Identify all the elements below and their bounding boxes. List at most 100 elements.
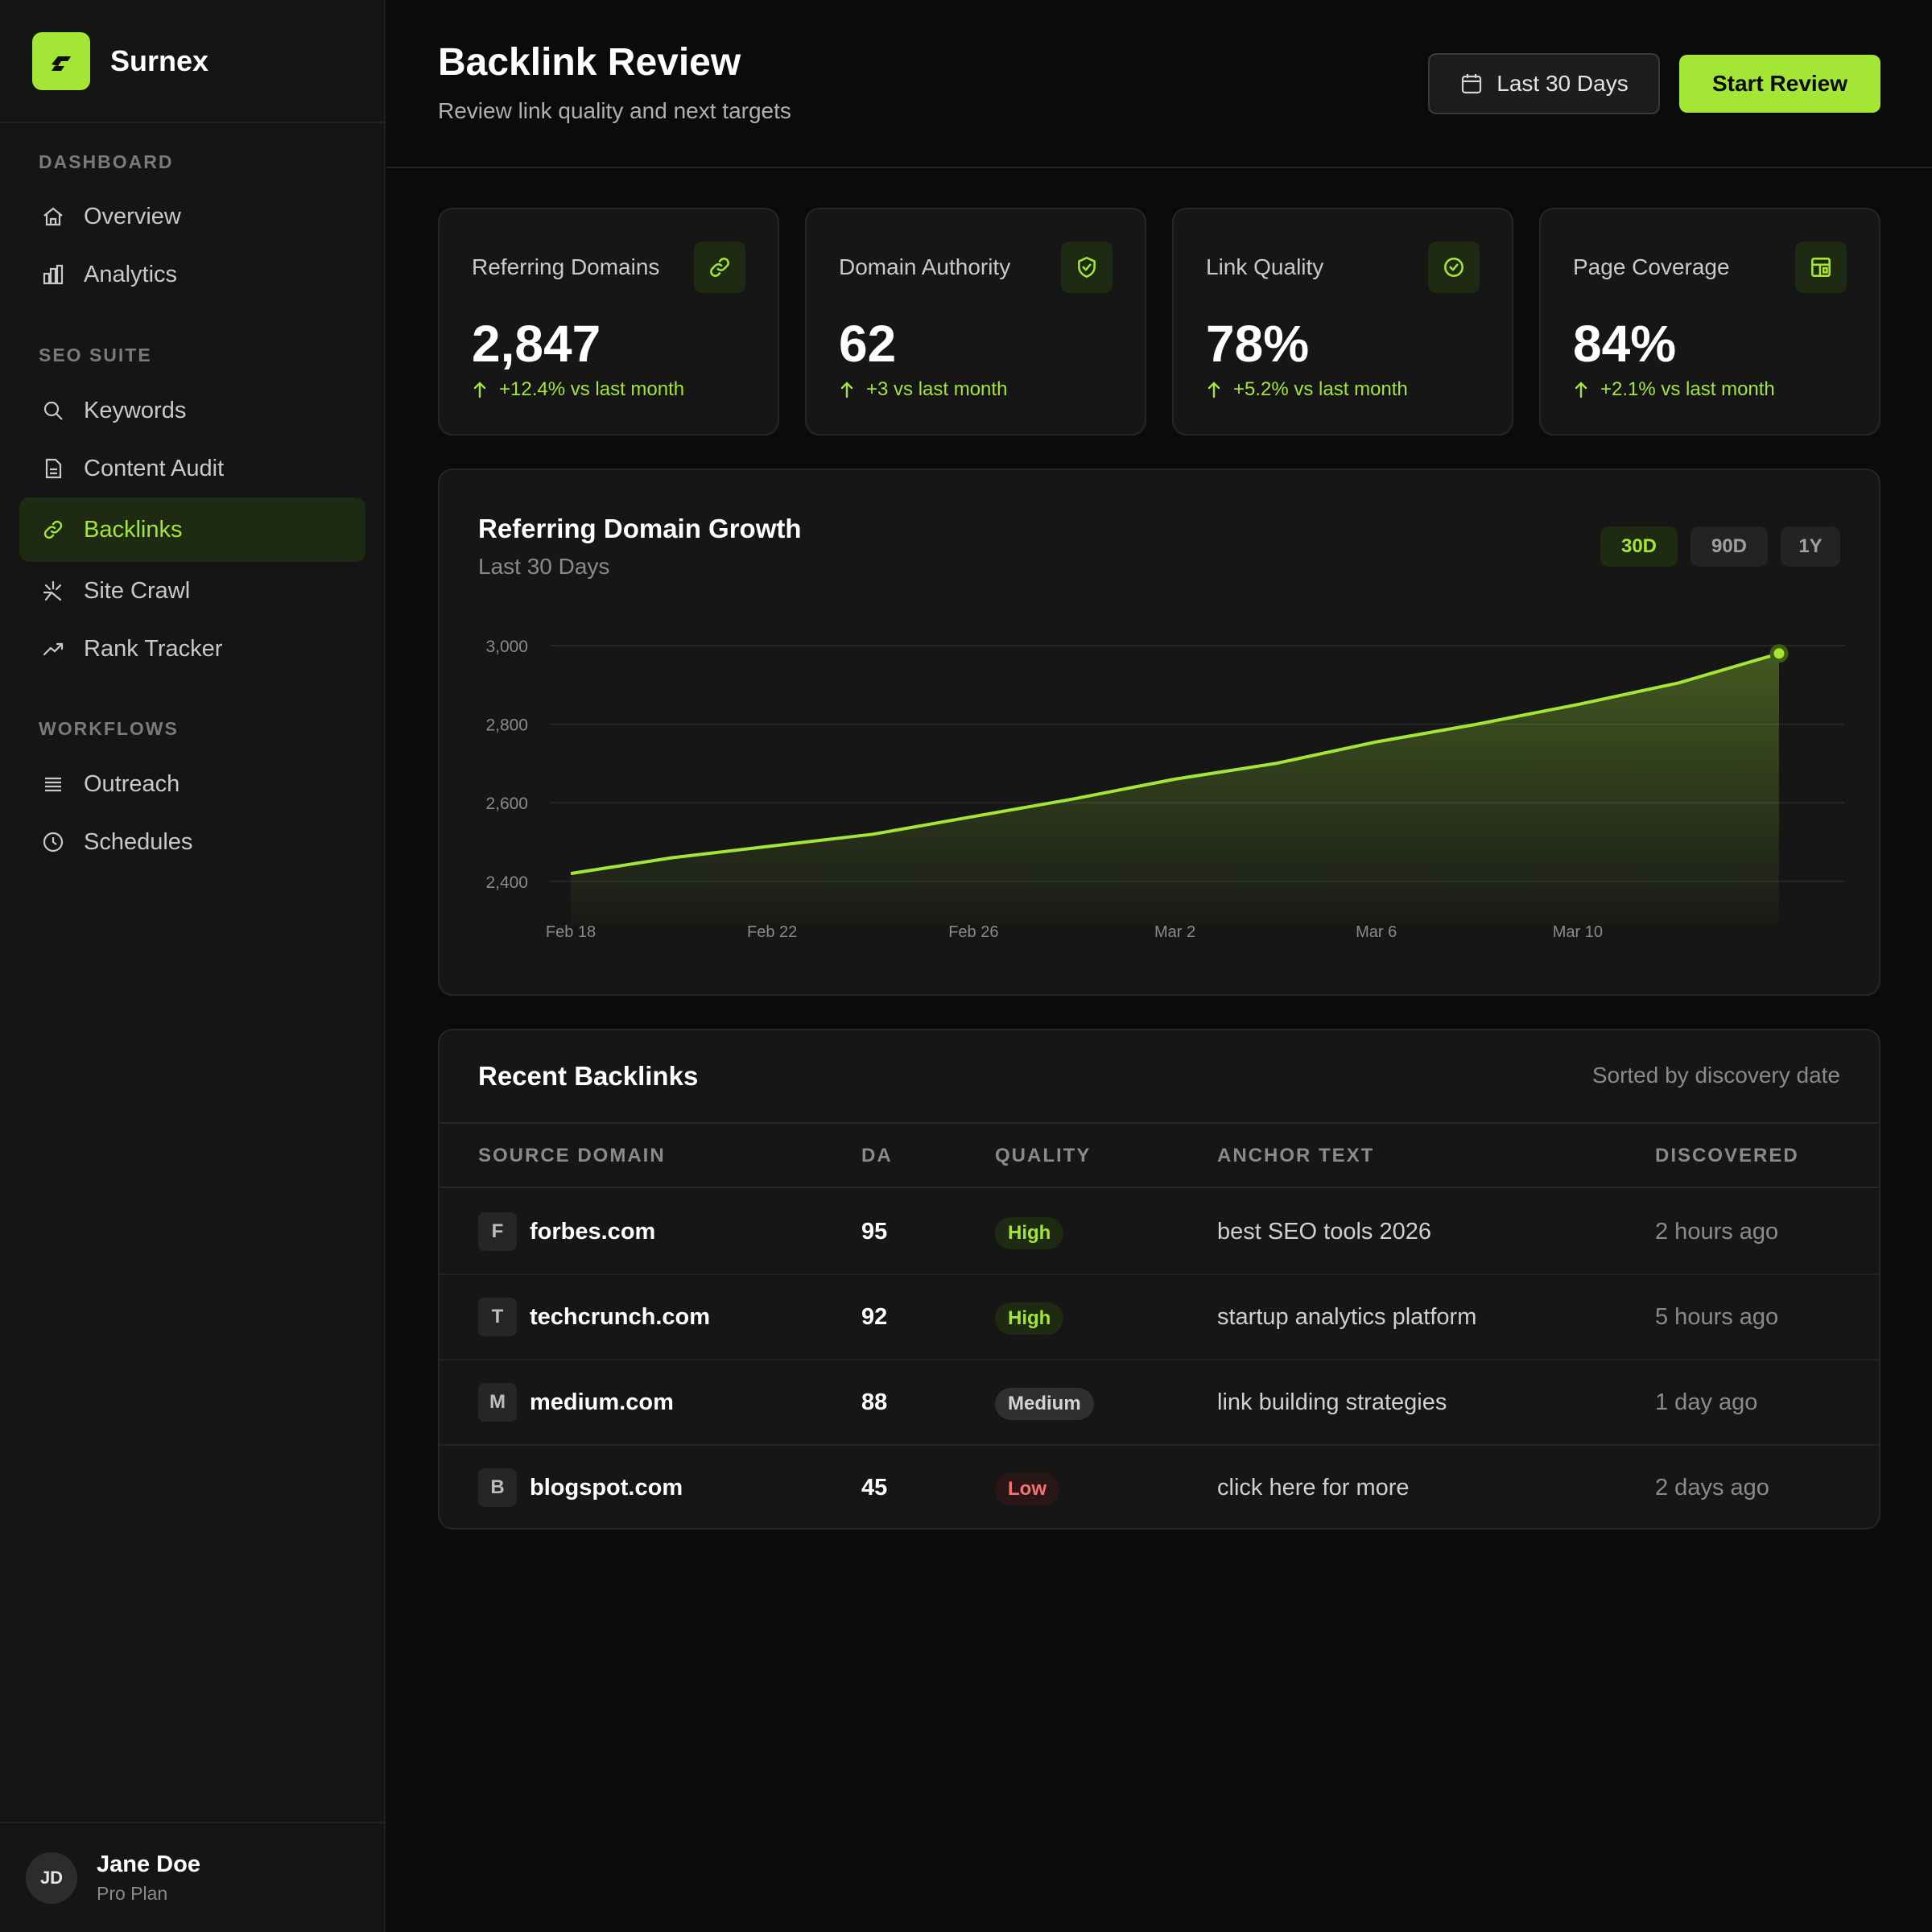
stat-card-domain-authority: Domain Authority 62 +3 vs last month <box>805 208 1146 436</box>
arrow-up-icon <box>1206 381 1222 398</box>
sidebar-item-label: Analytics <box>84 261 178 287</box>
series-area <box>571 653 1779 925</box>
y-tick-label: 2,800 <box>485 716 528 735</box>
da-cell: 45 <box>861 1474 888 1501</box>
arrow-up-icon <box>839 381 855 398</box>
page-header: Backlink Review Review link quality and … <box>386 0 1932 168</box>
brand-name: Surnex <box>110 43 209 77</box>
domain-name[interactable]: medium.com <box>530 1389 674 1415</box>
x-tick-label: Mar 10 <box>1553 923 1603 941</box>
layout-icon <box>1795 242 1847 293</box>
da-cell: 88 <box>861 1389 888 1415</box>
column-header-quality[interactable]: QUALITY <box>995 1145 1092 1166</box>
logo-icon <box>32 31 90 90</box>
brand: Surnex <box>0 0 384 123</box>
domain-name[interactable]: blogspot.com <box>530 1474 683 1501</box>
quality-badge: High <box>995 1217 1064 1249</box>
range-90d-button[interactable]: 90D <box>1690 526 1768 567</box>
column-header-anchor-text[interactable]: ANCHOR TEXT <box>1217 1145 1375 1166</box>
discovered-cell: 2 days ago <box>1655 1474 1769 1501</box>
stat-card-page-coverage: Page Coverage 84% +2.1% vs last month <box>1539 208 1880 436</box>
shield-icon <box>1061 242 1113 293</box>
anchor-text-cell: best SEO tools 2026 <box>1217 1218 1431 1245</box>
sidebar-item-label: Keywords <box>84 397 187 423</box>
home-icon <box>39 202 68 231</box>
column-header-discovered[interactable]: DISCOVERED <box>1655 1145 1799 1166</box>
quality-cell: High <box>995 1275 1064 1359</box>
chart-title: Referring Domain Growth <box>478 514 802 543</box>
page-title: Backlink Review <box>438 41 741 84</box>
arrow-up-icon <box>472 381 488 398</box>
x-tick-label: Feb 22 <box>747 923 797 941</box>
date-range-button[interactable]: Last 30 Days <box>1428 53 1660 114</box>
sidebar-item-label: Rank Tracker <box>84 635 223 662</box>
arrow-up-icon <box>1573 381 1589 398</box>
quality-cell: High <box>995 1190 1064 1274</box>
da-cell: 95 <box>861 1218 888 1245</box>
nav-section-workflows: WORKFLOWS <box>39 718 179 739</box>
table-title: Recent Backlinks <box>478 1061 699 1091</box>
table-header: SOURCE DOMAIN DA QUALITY ANCHOR TEXT DIS… <box>440 1122 1879 1188</box>
domain-favicon: T <box>478 1298 517 1336</box>
sidebar-item-label: Content Audit <box>84 455 225 481</box>
range-30d-button[interactable]: 30D <box>1600 526 1678 567</box>
stat-value: 78% <box>1206 315 1310 373</box>
stat-delta: +3 vs last month <box>839 378 1007 401</box>
growth-chart: 2,400 2,600 2,800 3,000 Feb 18 Feb 22 Feb 26 Ma… <box>485 638 1844 941</box>
sidebar-item-rank-tracker[interactable]: Rank Tracker <box>19 617 365 681</box>
discovered-cell: 5 hours ago <box>1655 1303 1779 1330</box>
stat-label: Referring Domains <box>472 254 660 279</box>
x-tick-label: Mar 2 <box>1154 923 1195 941</box>
sidebar-item-label: Overview <box>84 203 181 229</box>
domain-favicon: M <box>478 1383 517 1422</box>
discovered-cell: 2 hours ago <box>1655 1218 1779 1245</box>
data-point <box>1769 644 1789 663</box>
sidebar-item-label: Schedules <box>84 828 193 855</box>
user-name: Jane Doe <box>97 1851 200 1877</box>
da-cell: 92 <box>861 1303 888 1330</box>
document-icon <box>39 454 68 483</box>
quality-cell: Medium <box>995 1360 1094 1444</box>
clock-icon <box>39 828 68 857</box>
sidebar-item-overview[interactable]: Overview <box>19 184 365 249</box>
domain-name[interactable]: techcrunch.com <box>530 1303 710 1330</box>
stat-value: 62 <box>839 315 897 373</box>
column-header-da[interactable]: DA <box>861 1145 893 1166</box>
sidebar-item-backlinks[interactable]: Backlinks <box>19 497 365 562</box>
date-range-label: Last 30 Days <box>1496 71 1629 96</box>
user-profile[interactable]: JD Jane Doe Pro Plan <box>0 1822 384 1932</box>
list-icon <box>39 770 68 799</box>
column-header-source-domain[interactable]: SOURCE DOMAIN <box>478 1145 666 1166</box>
avatar: JD <box>26 1852 77 1904</box>
trend-icon <box>39 634 68 663</box>
stat-card-link-quality: Link Quality 78% +5.2% vs last month <box>1172 208 1513 436</box>
sidebar-item-schedules[interactable]: Schedules <box>19 810 365 874</box>
table-sort-note: Sorted by discovery date <box>1591 1063 1840 1088</box>
stat-label: Page Coverage <box>1573 254 1730 279</box>
sidebar-item-content-audit[interactable]: Content Audit <box>19 436 365 501</box>
stat-delta: +5.2% vs last month <box>1206 378 1408 401</box>
sidebar-item-label: Outreach <box>84 770 180 797</box>
quality-badge: Low <box>995 1473 1059 1505</box>
sidebar-item-outreach[interactable]: Outreach <box>19 752 365 816</box>
nav-section-seo-suite: SEO SUITE <box>39 345 152 365</box>
stat-label: Domain Authority <box>839 254 1011 279</box>
range-1y-button[interactable]: 1Y <box>1781 526 1840 567</box>
page-subtitle: Review link quality and next targets <box>438 98 791 123</box>
domain-name[interactable]: forbes.com <box>530 1218 656 1245</box>
quality-cell: Low <box>995 1446 1059 1528</box>
x-tick-label: Feb 26 <box>948 923 998 941</box>
sidebar-item-keywords[interactable]: Keywords <box>19 378 365 443</box>
sidebar-item-analytics[interactable]: Analytics <box>19 242 365 307</box>
sidebar-item-site-crawl[interactable]: Site Crawl <box>19 559 365 623</box>
sidebar: Surnex DASHBOARD Overview Analytics SEO … <box>0 0 386 1932</box>
nav-section-dashboard: DASHBOARD <box>39 151 174 172</box>
start-review-button[interactable]: Start Review <box>1679 55 1880 113</box>
stat-delta: +2.1% vs last month <box>1573 378 1775 401</box>
